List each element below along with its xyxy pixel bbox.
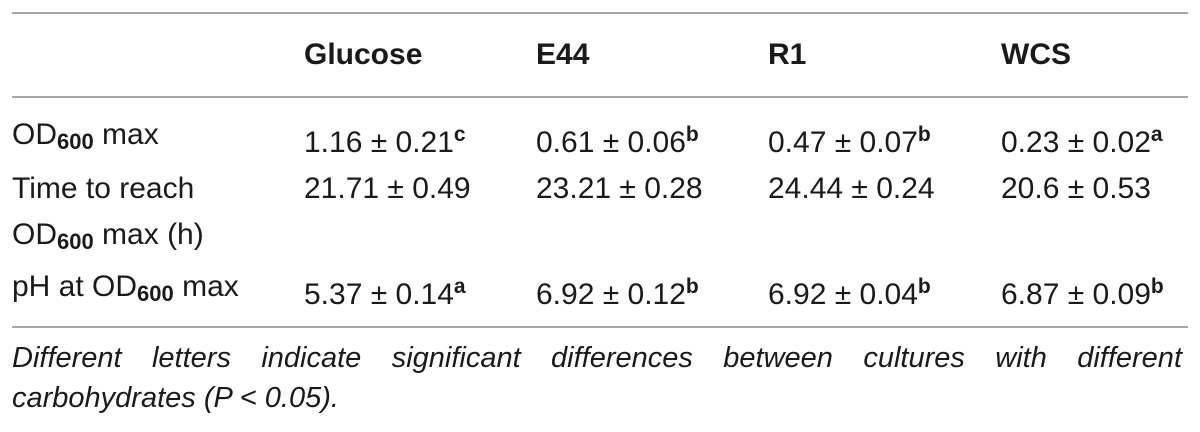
header-glucose: Glucose	[304, 38, 423, 71]
cell-time-e44: 23.21 ± 0.28	[536, 172, 703, 205]
cell-ph-e44: 6.92 ± 0.12b	[536, 270, 699, 312]
significance-letter: b	[685, 275, 699, 298]
table-bottom-rule	[12, 326, 1188, 328]
row-label-time-line2: OD600 max (h)	[12, 218, 204, 259]
row-label-text: OD	[12, 118, 57, 151]
cell-ph-r1: 6.92 ± 0.04b	[768, 270, 931, 312]
significance-letter: b	[1150, 275, 1164, 298]
row-label-suffix: max (h)	[93, 218, 204, 251]
significance-letter: b	[917, 275, 931, 298]
row-label-text: OD	[12, 218, 57, 251]
row-label-ph: pH at OD600 max	[12, 270, 239, 311]
header-wcs: WCS	[1001, 38, 1071, 71]
header-r1: R1	[768, 38, 807, 71]
row-label-suffix: max	[173, 270, 239, 303]
header-bottom-rule	[12, 96, 1188, 98]
row-label-suffix: max	[93, 118, 159, 151]
cell-ph-wcs: 6.87 ± 0.09b	[1001, 270, 1164, 312]
cell-od-max-r1: 0.47 ± 0.07b	[768, 118, 931, 160]
significance-letter: a	[1150, 123, 1163, 146]
cell-value: 6.92 ± 0.04	[768, 278, 918, 311]
significance-letter: b	[685, 123, 699, 146]
cell-od-max-glucose: 1.16 ± 0.21c	[304, 118, 466, 160]
row-label-subscript: 600	[57, 129, 94, 154]
cell-ph-glucose: 5.37 ± 0.14a	[304, 270, 466, 312]
cell-value: 0.47 ± 0.07	[768, 126, 918, 159]
row-label-text: pH at OD	[12, 270, 138, 303]
header-e44: E44	[536, 38, 590, 71]
table-top-rule	[12, 12, 1188, 14]
cell-value: 0.23 ± 0.02	[1001, 126, 1151, 159]
row-label-od-max: OD600 max	[12, 118, 159, 159]
cell-time-r1: 24.44 ± 0.24	[768, 172, 935, 205]
cell-od-max-wcs: 0.23 ± 0.02a	[1001, 118, 1163, 160]
row-label-time-line1: Time to reach	[12, 172, 195, 205]
table-footnote: Different letters indicate significant d…	[12, 342, 1182, 414]
row-label-subscript: 600	[57, 229, 94, 254]
cell-value: 1.16 ± 0.21	[304, 126, 454, 159]
cell-time-wcs: 20.6 ± 0.53	[1001, 172, 1151, 205]
cell-od-max-e44: 0.61 ± 0.06b	[536, 118, 699, 160]
significance-letter: c	[453, 123, 466, 146]
cell-time-glucose: 21.71 ± 0.49	[304, 172, 471, 205]
row-label-subscript: 600	[137, 281, 174, 306]
cell-value: 6.92 ± 0.12	[536, 278, 686, 311]
cell-value: 5.37 ± 0.14	[304, 278, 454, 311]
significance-letter: a	[453, 275, 466, 298]
cell-value: 0.61 ± 0.06	[536, 126, 686, 159]
significance-letter: b	[917, 123, 931, 146]
cell-value: 6.87 ± 0.09	[1001, 278, 1151, 311]
